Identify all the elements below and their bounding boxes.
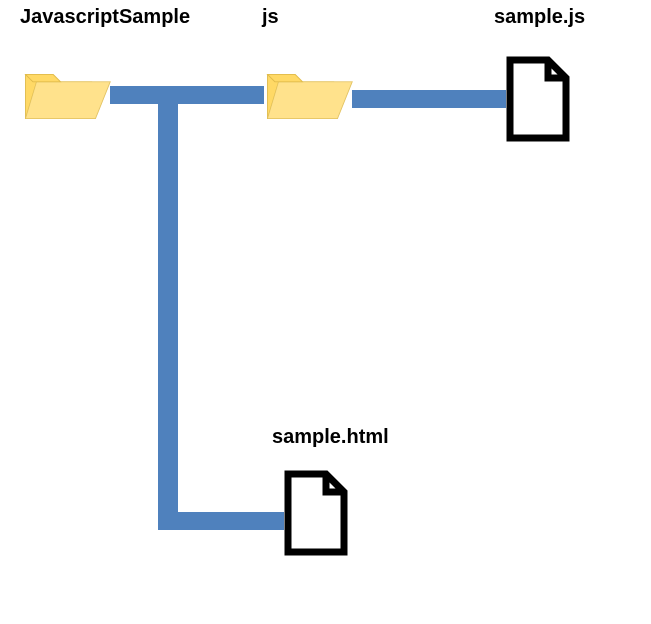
label-samplehtml: sample.html: [272, 426, 389, 449]
file-icon: [504, 56, 572, 142]
connector-segment: [176, 512, 284, 530]
connector-segment: [352, 90, 506, 108]
file-icon: [282, 470, 350, 556]
label-javascriptsample: JavascriptSample: [20, 6, 190, 29]
label-js: js: [262, 6, 279, 29]
connector-segment: [110, 86, 264, 104]
folder-icon: [20, 54, 112, 128]
folder-icon: [262, 54, 354, 128]
connector-segment: [158, 100, 178, 530]
label-samplejs: sample.js: [494, 6, 585, 29]
